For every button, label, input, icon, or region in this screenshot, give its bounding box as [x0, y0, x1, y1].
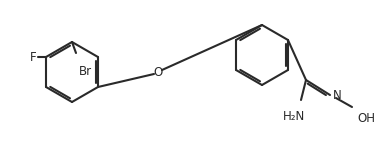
Text: N: N: [333, 88, 342, 101]
Text: OH: OH: [357, 112, 375, 125]
Text: F: F: [30, 50, 36, 63]
Text: H₂N: H₂N: [283, 110, 305, 123]
Text: Br: Br: [79, 65, 92, 78]
Text: O: O: [153, 65, 163, 78]
